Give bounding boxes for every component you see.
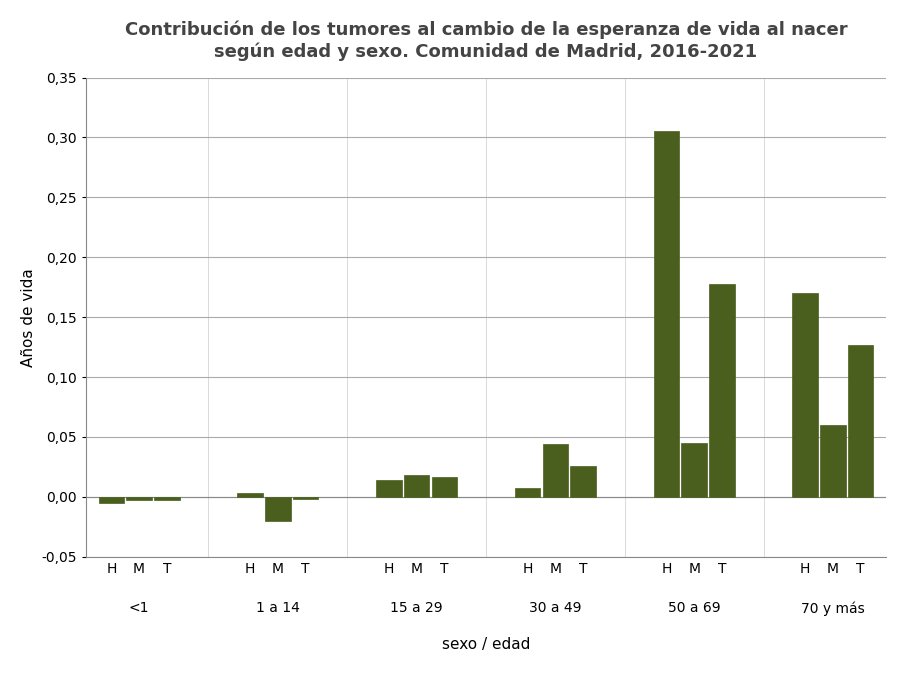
Bar [820, 425, 845, 497]
Bar [654, 132, 679, 497]
Bar [709, 284, 735, 497]
Text: sexo / edad: sexo / edad [442, 638, 531, 653]
Text: <1: <1 [129, 601, 150, 615]
Bar [432, 477, 457, 497]
Y-axis label: Años de vida: Años de vida [21, 268, 36, 367]
Text: 50 a 69: 50 a 69 [668, 601, 720, 615]
Bar [793, 293, 818, 497]
Text: 1 a 14: 1 a 14 [256, 601, 300, 615]
Bar [238, 493, 263, 497]
Bar [681, 443, 707, 497]
Bar [571, 466, 596, 497]
Bar [154, 497, 180, 500]
Bar [126, 497, 151, 500]
Text: 15 a 29: 15 a 29 [390, 601, 443, 615]
Bar [265, 497, 290, 521]
Bar [542, 444, 568, 497]
Bar [404, 475, 429, 497]
Bar [515, 488, 541, 497]
Bar [848, 345, 873, 497]
Title: Contribución de los tumores al cambio de la esperanza de vida al nacer
según eda: Contribución de los tumores al cambio de… [125, 21, 847, 60]
Bar [293, 497, 318, 499]
Text: 30 a 49: 30 a 49 [529, 601, 581, 615]
Bar [376, 480, 402, 497]
Text: 70 y más: 70 y más [801, 601, 865, 616]
Bar [99, 497, 124, 503]
